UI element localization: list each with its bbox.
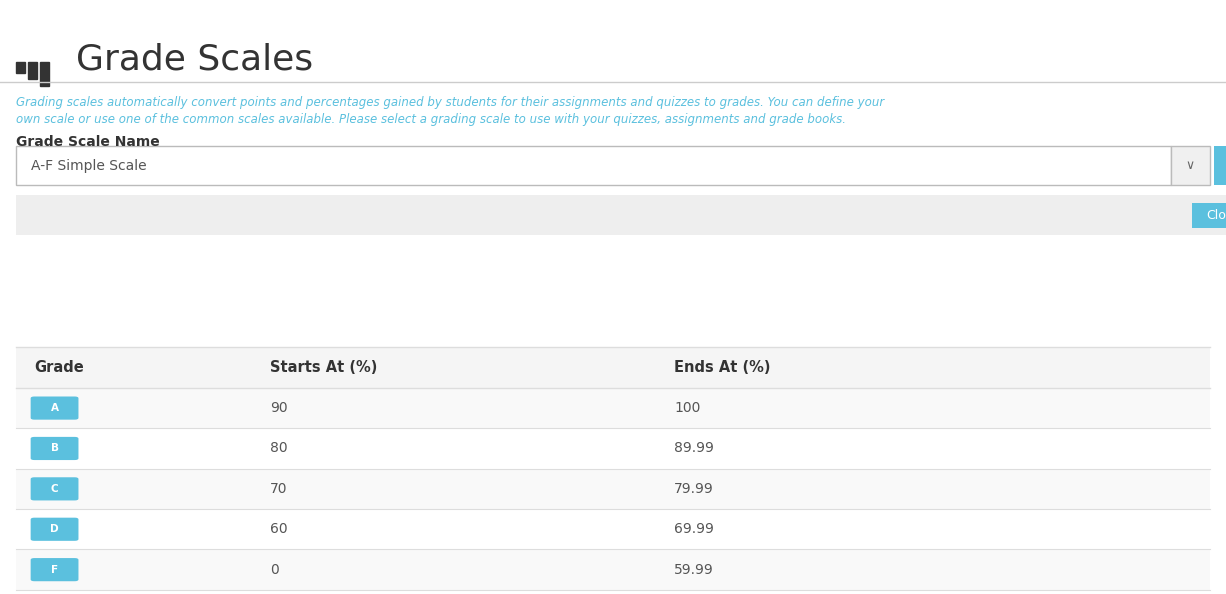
FancyBboxPatch shape: [16, 388, 1210, 428]
Text: 60: 60: [270, 522, 287, 536]
FancyBboxPatch shape: [31, 437, 78, 460]
FancyBboxPatch shape: [1192, 203, 1226, 228]
Text: +: +: [1224, 154, 1226, 178]
Text: C: C: [50, 484, 59, 494]
Text: 0: 0: [270, 563, 278, 577]
FancyBboxPatch shape: [16, 146, 1171, 185]
FancyBboxPatch shape: [1171, 146, 1210, 185]
Text: 89.99: 89.99: [674, 441, 715, 456]
Bar: [16, 62, 25, 73]
FancyBboxPatch shape: [16, 509, 1210, 549]
Text: Grade: Grade: [34, 360, 85, 375]
Text: own scale or use one of the common scales available. Please select a grading sca: own scale or use one of the common scale…: [16, 113, 846, 126]
FancyBboxPatch shape: [16, 195, 1226, 235]
Bar: [28, 62, 37, 79]
Text: Ends At (%): Ends At (%): [674, 360, 771, 375]
Text: Grade Scales: Grade Scales: [76, 42, 313, 77]
Text: B: B: [50, 444, 59, 453]
Text: 80: 80: [270, 441, 287, 456]
FancyBboxPatch shape: [31, 397, 78, 420]
FancyBboxPatch shape: [31, 478, 78, 500]
Text: A: A: [50, 403, 59, 413]
Text: Grade Scale Name: Grade Scale Name: [16, 135, 159, 149]
FancyBboxPatch shape: [31, 558, 78, 581]
Text: ∨: ∨: [1186, 159, 1195, 172]
Text: 70: 70: [270, 482, 287, 496]
Text: Grading scales automatically convert points and percentages gained by students f: Grading scales automatically convert poi…: [16, 96, 884, 109]
Text: Starts At (%): Starts At (%): [270, 360, 378, 375]
FancyBboxPatch shape: [16, 347, 1210, 388]
FancyBboxPatch shape: [16, 549, 1210, 590]
Text: A-F Simple Scale: A-F Simple Scale: [31, 159, 146, 173]
Text: 100: 100: [674, 401, 701, 415]
Bar: [40, 62, 49, 86]
Text: 69.99: 69.99: [674, 522, 715, 536]
Text: 59.99: 59.99: [674, 563, 714, 577]
FancyBboxPatch shape: [1214, 146, 1226, 185]
FancyBboxPatch shape: [16, 428, 1210, 469]
Text: 79.99: 79.99: [674, 482, 714, 496]
FancyBboxPatch shape: [31, 518, 78, 541]
Text: D: D: [50, 525, 59, 534]
Text: Clone: Clone: [1206, 208, 1226, 222]
FancyBboxPatch shape: [16, 469, 1210, 509]
Text: F: F: [51, 565, 58, 574]
Text: 90: 90: [270, 401, 287, 415]
